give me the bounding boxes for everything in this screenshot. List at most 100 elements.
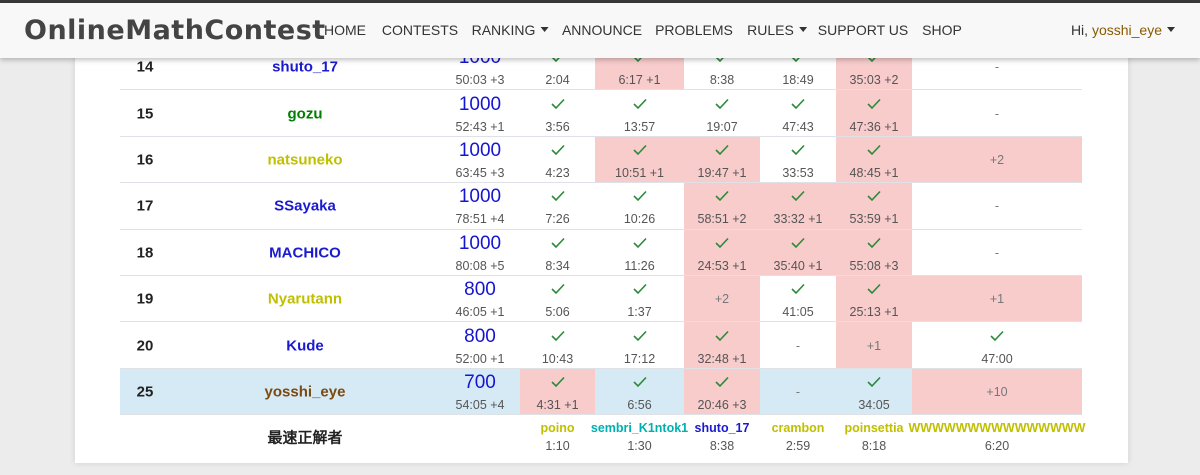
problem-cell: +2 — [684, 276, 760, 323]
nav-link[interactable]: SHOP — [922, 22, 962, 38]
logo[interactable]: OnlineMathContest — [24, 15, 326, 46]
total-time: 80:08 +5 — [455, 258, 505, 273]
check-icon — [715, 191, 729, 202]
nav-link[interactable]: ANNOUNCE — [562, 22, 642, 38]
fastest-row: 最速正解者 poino 1:10 sembri_K1ntok1 1:30 shuto_17… — [120, 414, 1085, 475]
standings-row: 16 natsuneko 1000 63:45 +3 4:23 10:51 +1 19:47… — [120, 135, 1082, 184]
user-name[interactable]: Nyarutann — [267, 290, 343, 308]
submit-time: 2:04 — [545, 73, 570, 88]
problem-cell: - — [912, 44, 1082, 90]
cell-text: +1 — [866, 338, 882, 353]
problem-cell: 17:12 — [595, 322, 684, 368]
check-icon — [867, 98, 881, 109]
nav-link[interactable]: CONTESTS — [382, 22, 458, 38]
check-icon — [550, 98, 565, 109]
fastest-name[interactable]: crambon — [771, 421, 825, 436]
problem-cell: 41:05 — [760, 276, 836, 322]
nav-link[interactable]: RANKING — [472, 22, 549, 38]
problem-cell: 32:48 +1 — [684, 322, 760, 369]
check-icon — [867, 237, 881, 248]
fastest-name[interactable]: poino — [540, 421, 575, 436]
rank: 14 — [136, 58, 154, 76]
nav-label: SHOP — [922, 22, 962, 38]
user-menu[interactable]: Hi, yosshi_eye — [1071, 22, 1175, 38]
caret — [1167, 27, 1175, 32]
fastest-time: 1:10 — [545, 439, 570, 454]
problem-cell: 25:13 +1 — [836, 276, 912, 323]
user-name[interactable]: MACHICO — [269, 244, 341, 262]
check-icon — [791, 284, 805, 295]
cell-text: - — [994, 245, 1000, 260]
rank: 25 — [136, 383, 154, 401]
rank: 18 — [136, 244, 154, 262]
total-time: 46:05 +1 — [455, 305, 505, 320]
check-icon — [550, 376, 565, 388]
user-name[interactable]: natsuneko — [267, 151, 343, 169]
problem-cell: 1:37 — [595, 276, 684, 322]
submit-time: 4:31 +1 — [536, 397, 579, 412]
problem-cell: 55:08 +3 — [836, 229, 912, 276]
fastest-time: 2:59 — [785, 439, 811, 454]
user-name: yosshi_eye — [1091, 22, 1162, 38]
check-icon — [632, 144, 647, 156]
submit-time: 11:26 — [624, 258, 655, 273]
fastest-time: 8:18 — [861, 439, 887, 454]
nav-link[interactable]: SUPPORT US — [818, 22, 909, 38]
check-icon — [791, 191, 805, 202]
fastest-name[interactable]: sembri_K1ntok1 — [590, 421, 689, 436]
check-icon — [632, 98, 647, 109]
total-time: 63:45 +3 — [455, 165, 505, 180]
check-icon — [632, 376, 647, 388]
submit-time: 13:57 — [623, 119, 656, 134]
user-name[interactable]: shuto_17 — [272, 58, 338, 76]
submit-time: 35:40 +1 — [773, 258, 823, 273]
nav-link[interactable]: RULES — [747, 22, 807, 38]
check-icon — [715, 376, 729, 388]
nav-label: SUPPORT US — [817, 22, 909, 38]
problem-cell: - — [760, 322, 836, 368]
submit-time: 24:53 +1 — [697, 258, 747, 273]
submit-time: 25:13 +1 — [849, 305, 899, 320]
fastest-name[interactable]: poinsettia — [844, 421, 904, 436]
check-icon — [632, 330, 647, 341]
rank: 19 — [136, 290, 154, 308]
score: 1000 — [458, 186, 502, 208]
problem-cell: 8:34 — [520, 230, 595, 276]
check-icon — [632, 237, 647, 248]
submit-time: 19:07 — [706, 119, 738, 134]
problem-cell: 48:45 +1 — [836, 136, 912, 184]
fastest-name[interactable]: WWWWWWWWWWWWWWW — [908, 421, 1086, 436]
check-icon — [715, 98, 729, 109]
check-icon — [867, 191, 881, 202]
fastest-name[interactable]: shuto_17 — [694, 421, 750, 436]
nav-label: RANKING — [471, 22, 536, 38]
user-name[interactable]: SSayaka — [274, 197, 336, 215]
cell-text: - — [994, 199, 1000, 214]
problem-cell: +10 — [912, 368, 1082, 416]
submit-time: 55:08 +3 — [849, 258, 899, 273]
navbar: OnlineMathContest Hi, yosshi_eye HOME CON… — [0, 3, 1200, 58]
nav-label: RULES — [747, 22, 794, 38]
standings-row: 15 gozu 1000 52:43 +1 3:56 13:57 19:07 47:43 47:… — [120, 89, 1082, 137]
rank: 16 — [136, 151, 154, 169]
problem-cell: 47:00 — [912, 322, 1082, 368]
nav-link[interactable]: HOME — [324, 22, 366, 38]
problem-cell: 33:32 +1 — [760, 183, 836, 230]
problem-cell: 34:05 — [836, 369, 912, 415]
total-time: 52:00 +1 — [455, 351, 505, 366]
check-icon — [550, 237, 565, 248]
submit-time: 5:06 — [545, 305, 570, 320]
total-time: 78:51 +4 — [455, 212, 505, 227]
nav-link[interactable]: PROBLEMS — [655, 22, 733, 38]
user-name[interactable]: Kude — [286, 337, 324, 355]
user-name[interactable]: gozu — [287, 105, 323, 123]
check-icon — [791, 98, 805, 109]
submit-time: 4:23 — [545, 165, 570, 180]
nav-label: ANNOUNCE — [561, 22, 643, 38]
submit-time: 32:48 +1 — [697, 351, 747, 366]
check-icon — [715, 330, 729, 341]
cell-text: - — [994, 106, 1000, 121]
score: 700 — [464, 371, 496, 393]
greeting: Hi, — [1070, 22, 1089, 38]
user-name[interactable]: yosshi_eye — [264, 383, 346, 401]
